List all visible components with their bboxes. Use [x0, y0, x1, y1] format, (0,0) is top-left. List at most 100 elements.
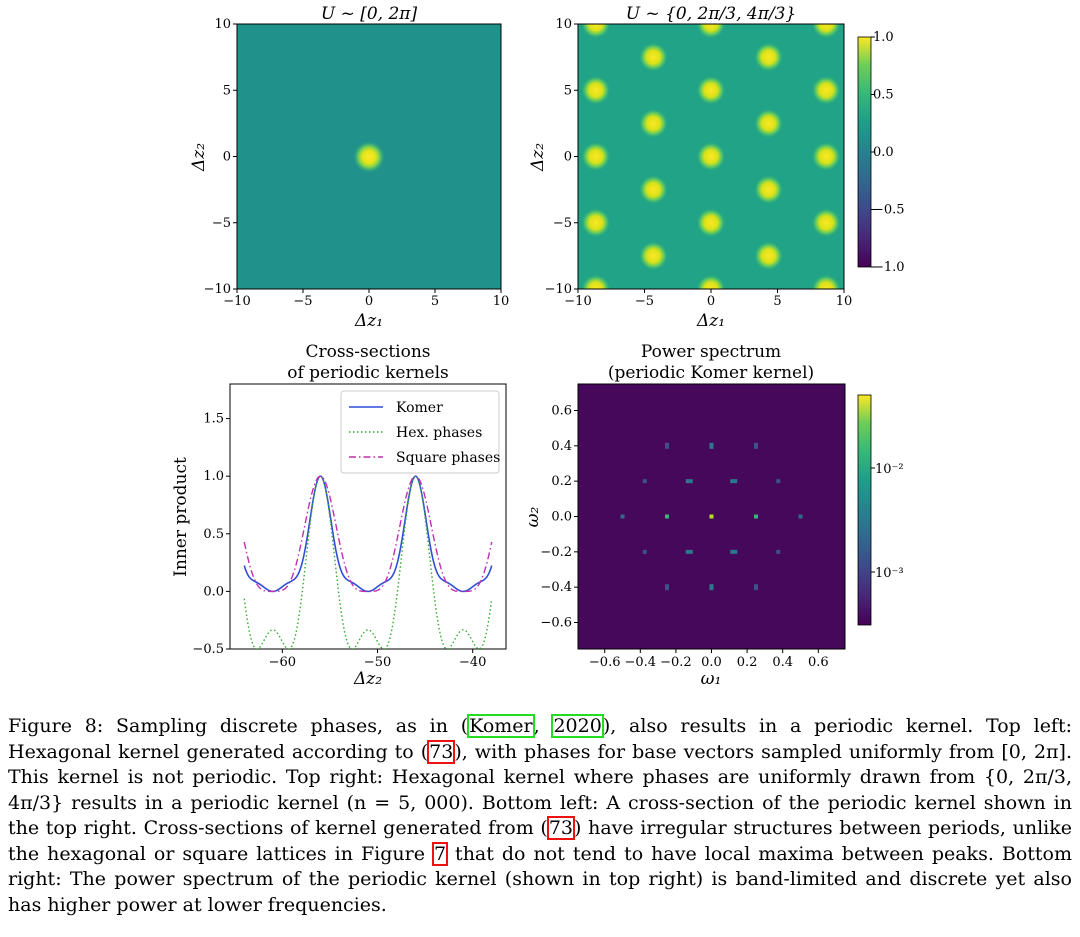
kernel-peak	[638, 42, 669, 73]
kernel-peak	[753, 42, 784, 73]
xlabel-bottom-left: Δz₂	[353, 669, 382, 689]
spectrum-peak	[754, 514, 758, 519]
br-ytick-label: −0.2	[540, 545, 572, 560]
kernel-peak	[753, 108, 784, 139]
bl-ytick-label: 0.5	[203, 527, 224, 542]
kernel-peak	[580, 274, 611, 289]
tr-ytick-label: −10	[545, 282, 572, 297]
br-xtick-label: 0.2	[737, 655, 758, 670]
series-line-square-phases	[243, 475, 493, 593]
ylabel-bottom-left: Inner product	[171, 457, 191, 577]
tr-xtick-label: 10	[836, 294, 853, 309]
kernel-peak	[696, 75, 726, 106]
ylabel-top-right: Δz₂	[528, 143, 548, 172]
bl-ytick-label: −0.5	[192, 642, 224, 657]
legend: Komer Hex. phases Square phases	[340, 390, 500, 474]
plot-bottom-right: Power spectrum (periodic Komer kernel) −…	[523, 342, 904, 689]
bl-xtick-label: −50	[364, 655, 391, 670]
colorbar-tick-label: 10⁻³	[875, 566, 904, 581]
br-ytick-label: 0.6	[551, 404, 572, 419]
kernel-peak	[696, 274, 726, 289]
spectrum-peak	[798, 514, 803, 519]
equation-ref-73[interactable]: 73	[427, 739, 456, 764]
spectrum-peak	[665, 584, 669, 591]
kernel-peak	[811, 274, 842, 289]
br-ytick-label: 0.0	[551, 510, 572, 525]
kernel-peak	[638, 174, 669, 205]
spectrum-peak	[730, 549, 738, 554]
legend-label: Square phases	[396, 450, 500, 466]
plot-bottom-left: Cross-sections of periodic kernels −60 −5…	[171, 342, 507, 689]
colorbar-tick-label: 0.0	[873, 145, 894, 160]
kernel-peak	[811, 141, 842, 172]
br-xtick-label: 0.6	[808, 655, 829, 670]
tl-xtick-label: −10	[223, 294, 250, 309]
tr-ytick-label: −5	[553, 216, 572, 231]
colorbar-tick-label: −0.5	[873, 203, 905, 218]
title-top-left: U ~ [0, 2π]	[321, 4, 418, 24]
spectrum-peak	[776, 549, 781, 554]
kernel-peak	[353, 141, 385, 173]
bl-ytick-label: 0.0	[203, 584, 224, 599]
series-line-komer	[243, 475, 493, 593]
tr-ytick-label: 10	[555, 17, 572, 32]
spectrum-peak	[642, 549, 647, 554]
spectrum-peak	[685, 479, 693, 484]
tr-xtick-label: 5	[773, 294, 781, 309]
tr-xtick-label: 0	[707, 294, 715, 309]
title-bottom-right-1: Power spectrum	[641, 342, 781, 362]
title-top-right: U ~ {0, 2π/3, 4π/3}	[626, 4, 797, 24]
spectrum-peak	[620, 514, 625, 519]
br-xtick-label: −0.4	[625, 655, 657, 670]
spectrum-peak	[730, 479, 738, 484]
kernel-peak	[811, 207, 842, 238]
tl-ytick-label: 5	[223, 83, 231, 98]
colorbar-top-right	[857, 36, 872, 268]
caption-label: Figure 8:	[8, 715, 104, 737]
br-ytick-label: −0.6	[540, 616, 572, 631]
title-bottom-right-2: (periodic Komer kernel)	[608, 363, 814, 383]
legend-label: Komer	[396, 400, 443, 416]
title-bottom-left-1: Cross-sections	[305, 342, 430, 362]
plot-top-left: U ~ [0, 2π] −10 −5 0 5 10 −10 −5 0 5 10 Δz₁ Δz₂	[189, 4, 509, 331]
spectrum-peak	[709, 442, 714, 449]
ylabel-bottom-right: ω₂	[523, 506, 543, 527]
colorbar-bottom-right	[857, 394, 872, 626]
citation-komer-year[interactable]: 2020	[551, 714, 604, 738]
br-xtick-label: −0.2	[660, 655, 692, 670]
bl-xtick-label: −60	[269, 655, 296, 670]
tl-ytick-label: −5	[212, 216, 231, 231]
spectrum-peak	[709, 584, 714, 591]
figure-8: U ~ [0, 2π] −10 −5 0 5 10 −10 −5 0 5 10 Δz₁ Δz₂ U…	[171, 4, 905, 689]
spectrum-peak	[754, 442, 758, 449]
kernel-peak	[696, 141, 726, 172]
tl-ytick-label: −10	[204, 282, 231, 297]
citation-komer-author[interactable]: Komer	[467, 714, 535, 738]
kernel-peak	[580, 141, 611, 172]
xlabel-top-left: Δz₁	[354, 311, 383, 331]
kernel-peak	[580, 75, 611, 106]
spectrum-peak	[709, 514, 714, 519]
kernel-peak	[753, 174, 784, 205]
br-xtick-label: −0.6	[589, 655, 621, 670]
br-xtick-label: 0.4	[772, 655, 793, 670]
kernel-peak	[811, 75, 842, 106]
kernel-peak	[638, 240, 669, 271]
figure-ref-7[interactable]: 7	[431, 841, 449, 866]
colorbar-tick-label: 1.0	[873, 30, 894, 45]
spectrum-peak	[665, 514, 669, 519]
figure-caption: Figure 8: Sampling discrete phases, as i…	[8, 714, 1073, 916]
spectrum-peak	[685, 549, 693, 554]
tr-xtick-label: −5	[635, 294, 654, 309]
series-line-hex-phases	[243, 475, 493, 649]
kernel-peak	[696, 24, 726, 39]
br-ytick-label: 0.4	[551, 439, 572, 454]
bl-xtick-label: −40	[459, 655, 486, 670]
kernel-peak	[811, 24, 842, 39]
tl-xtick-label: 0	[365, 294, 373, 309]
kernel-peak	[696, 207, 726, 238]
colorbar-tick-label: −1.0	[873, 260, 905, 275]
equation-ref-73-second[interactable]: 73	[546, 816, 576, 840]
kernel-peak	[638, 108, 669, 139]
tl-xtick-label: 5	[431, 294, 439, 309]
